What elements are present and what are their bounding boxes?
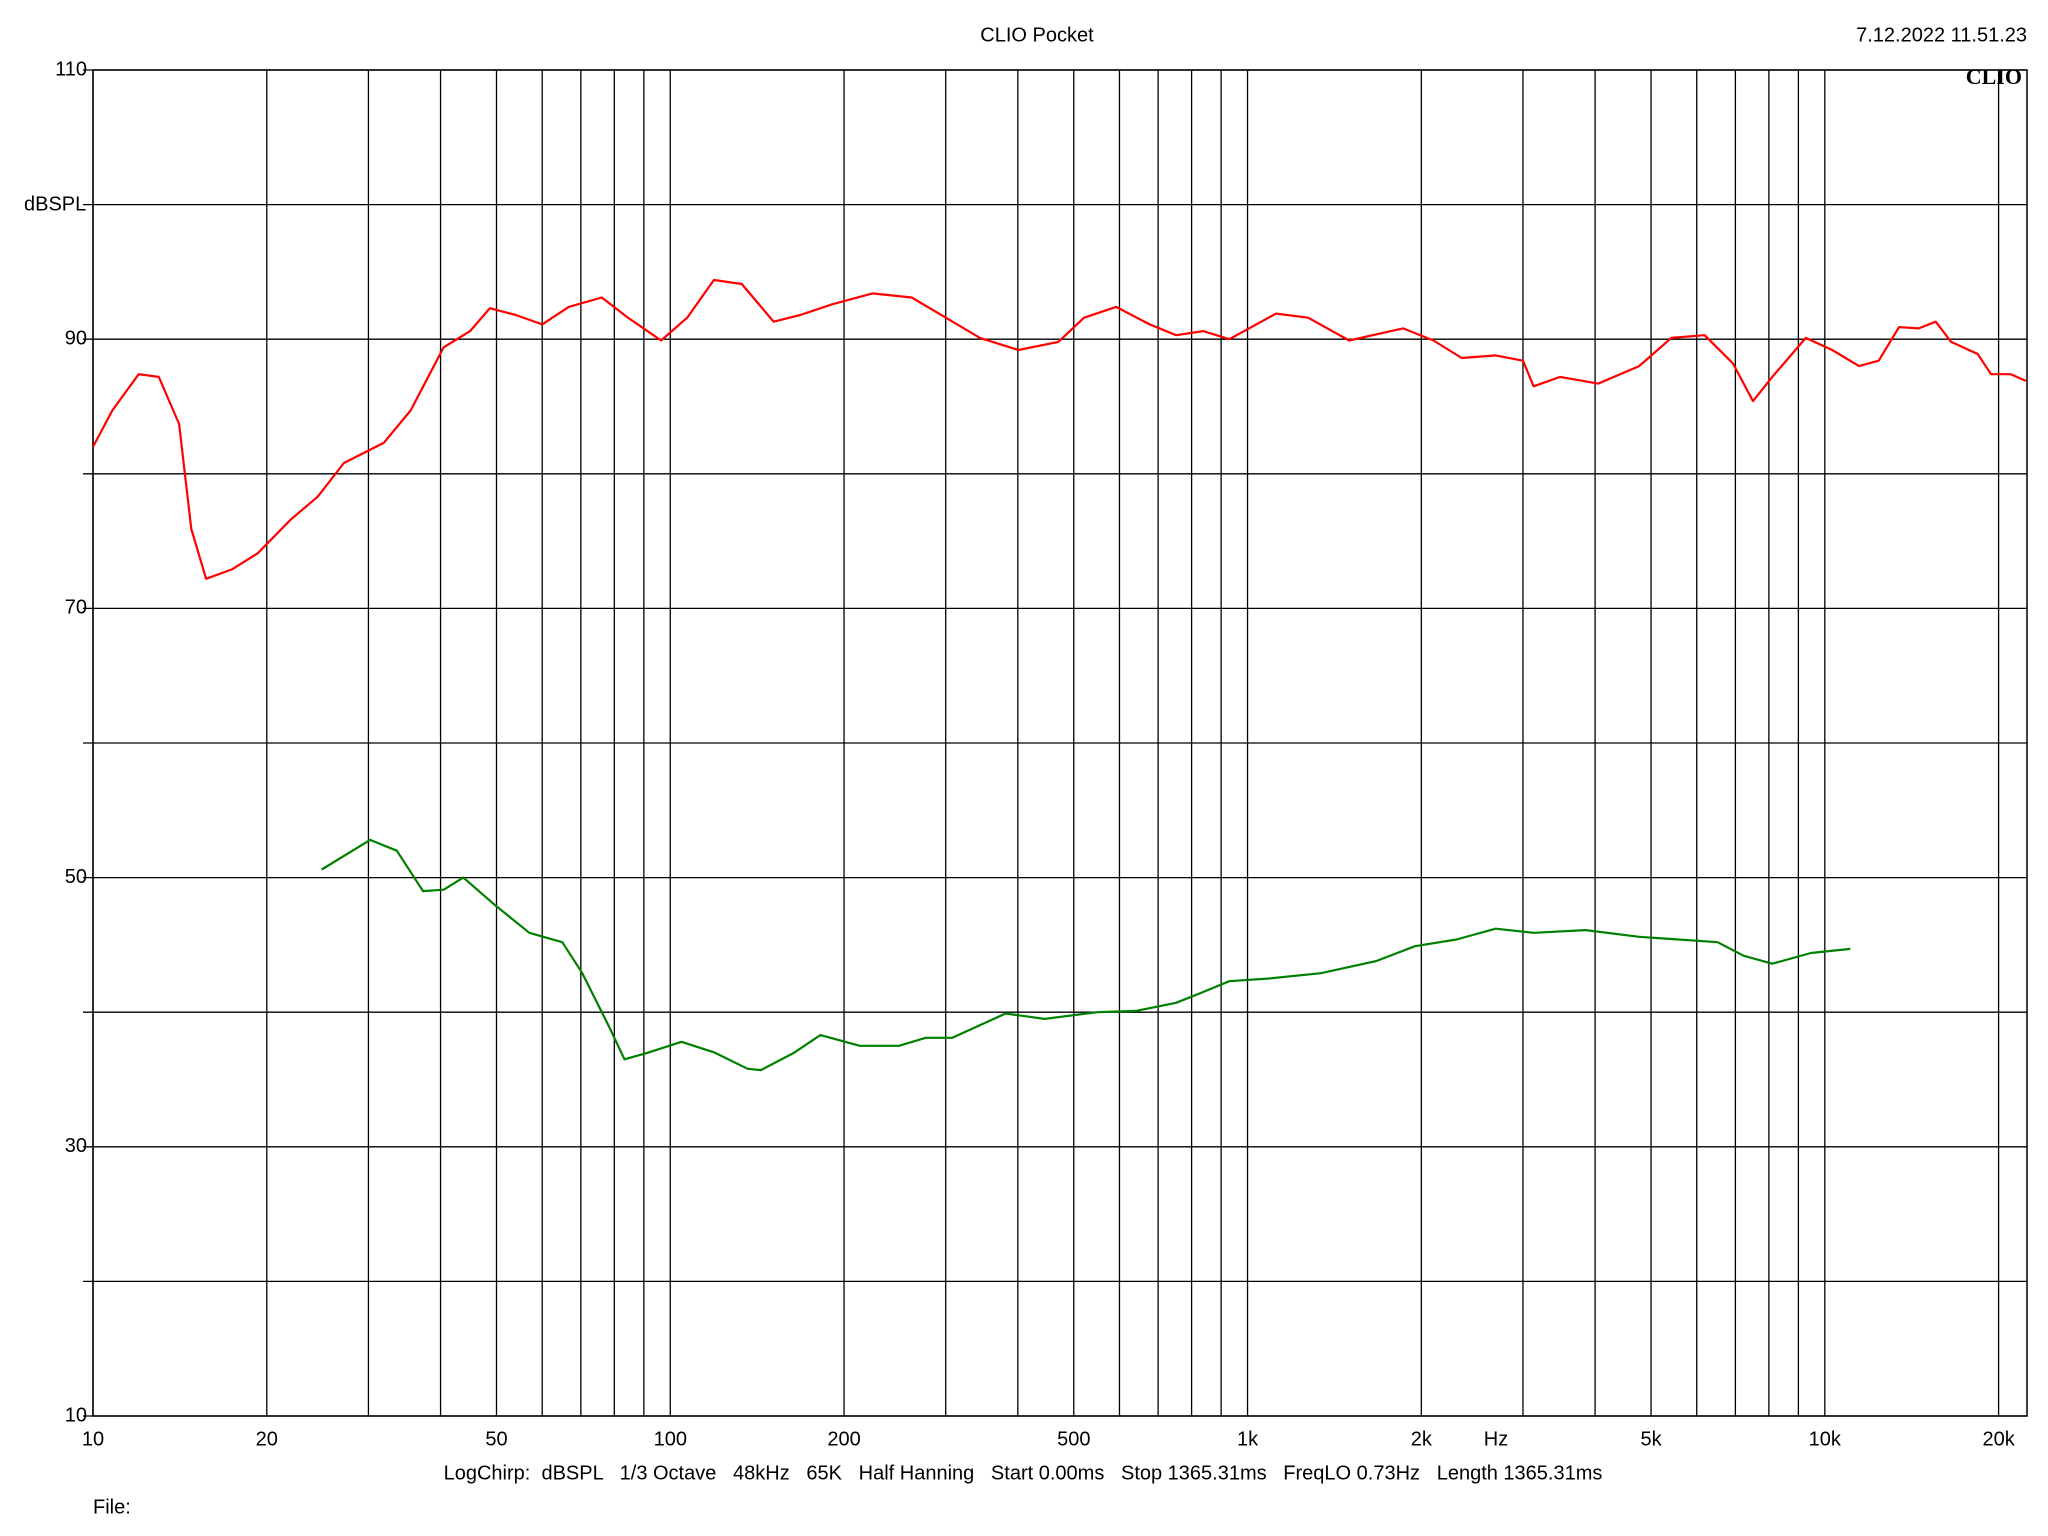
x-tick-label: 10k (1809, 1428, 1842, 1450)
y-tick-label: 10 (65, 1404, 87, 1426)
timestamp: 7.12.2022 11.51.23 (1856, 24, 2027, 46)
data-line (92, 278, 2027, 580)
plot-frame (92, 69, 2028, 1417)
y-tick-label: 110 (55, 58, 87, 80)
logo: CLIO (1966, 64, 2022, 89)
x-tick-label: 2k (1411, 1428, 1433, 1450)
file-label: File: (93, 1496, 131, 1518)
x-axis-label: Hz (1484, 1428, 1508, 1450)
x-tick-label: 50 (485, 1428, 507, 1450)
x-tick-label: 500 (1057, 1428, 1090, 1450)
y-tick-label: 50 (65, 866, 87, 888)
chart-title: CLIO Pocket (980, 24, 1094, 46)
footer: LogChirp: dBSPL 1/3 Octave 48kHz 65K Hal… (444, 1462, 1603, 1484)
x-tick-label: 10 (82, 1428, 104, 1450)
data-line (321, 838, 1851, 1072)
x-tick-label: 100 (654, 1428, 687, 1450)
x-tick-label: 20k (1982, 1428, 2015, 1450)
x-tick-label: 200 (827, 1428, 860, 1450)
x-tick-label: 1k (1237, 1428, 1259, 1450)
x-tick-label: 5k (1640, 1428, 1662, 1450)
x-tick-label: 20 (256, 1428, 278, 1450)
y-tick-label: 30 (65, 1135, 87, 1157)
y-tick-label: 70 (65, 597, 87, 619)
y-axis-label: dBSPL (24, 193, 86, 215)
y-tick-label: 90 (65, 327, 87, 349)
